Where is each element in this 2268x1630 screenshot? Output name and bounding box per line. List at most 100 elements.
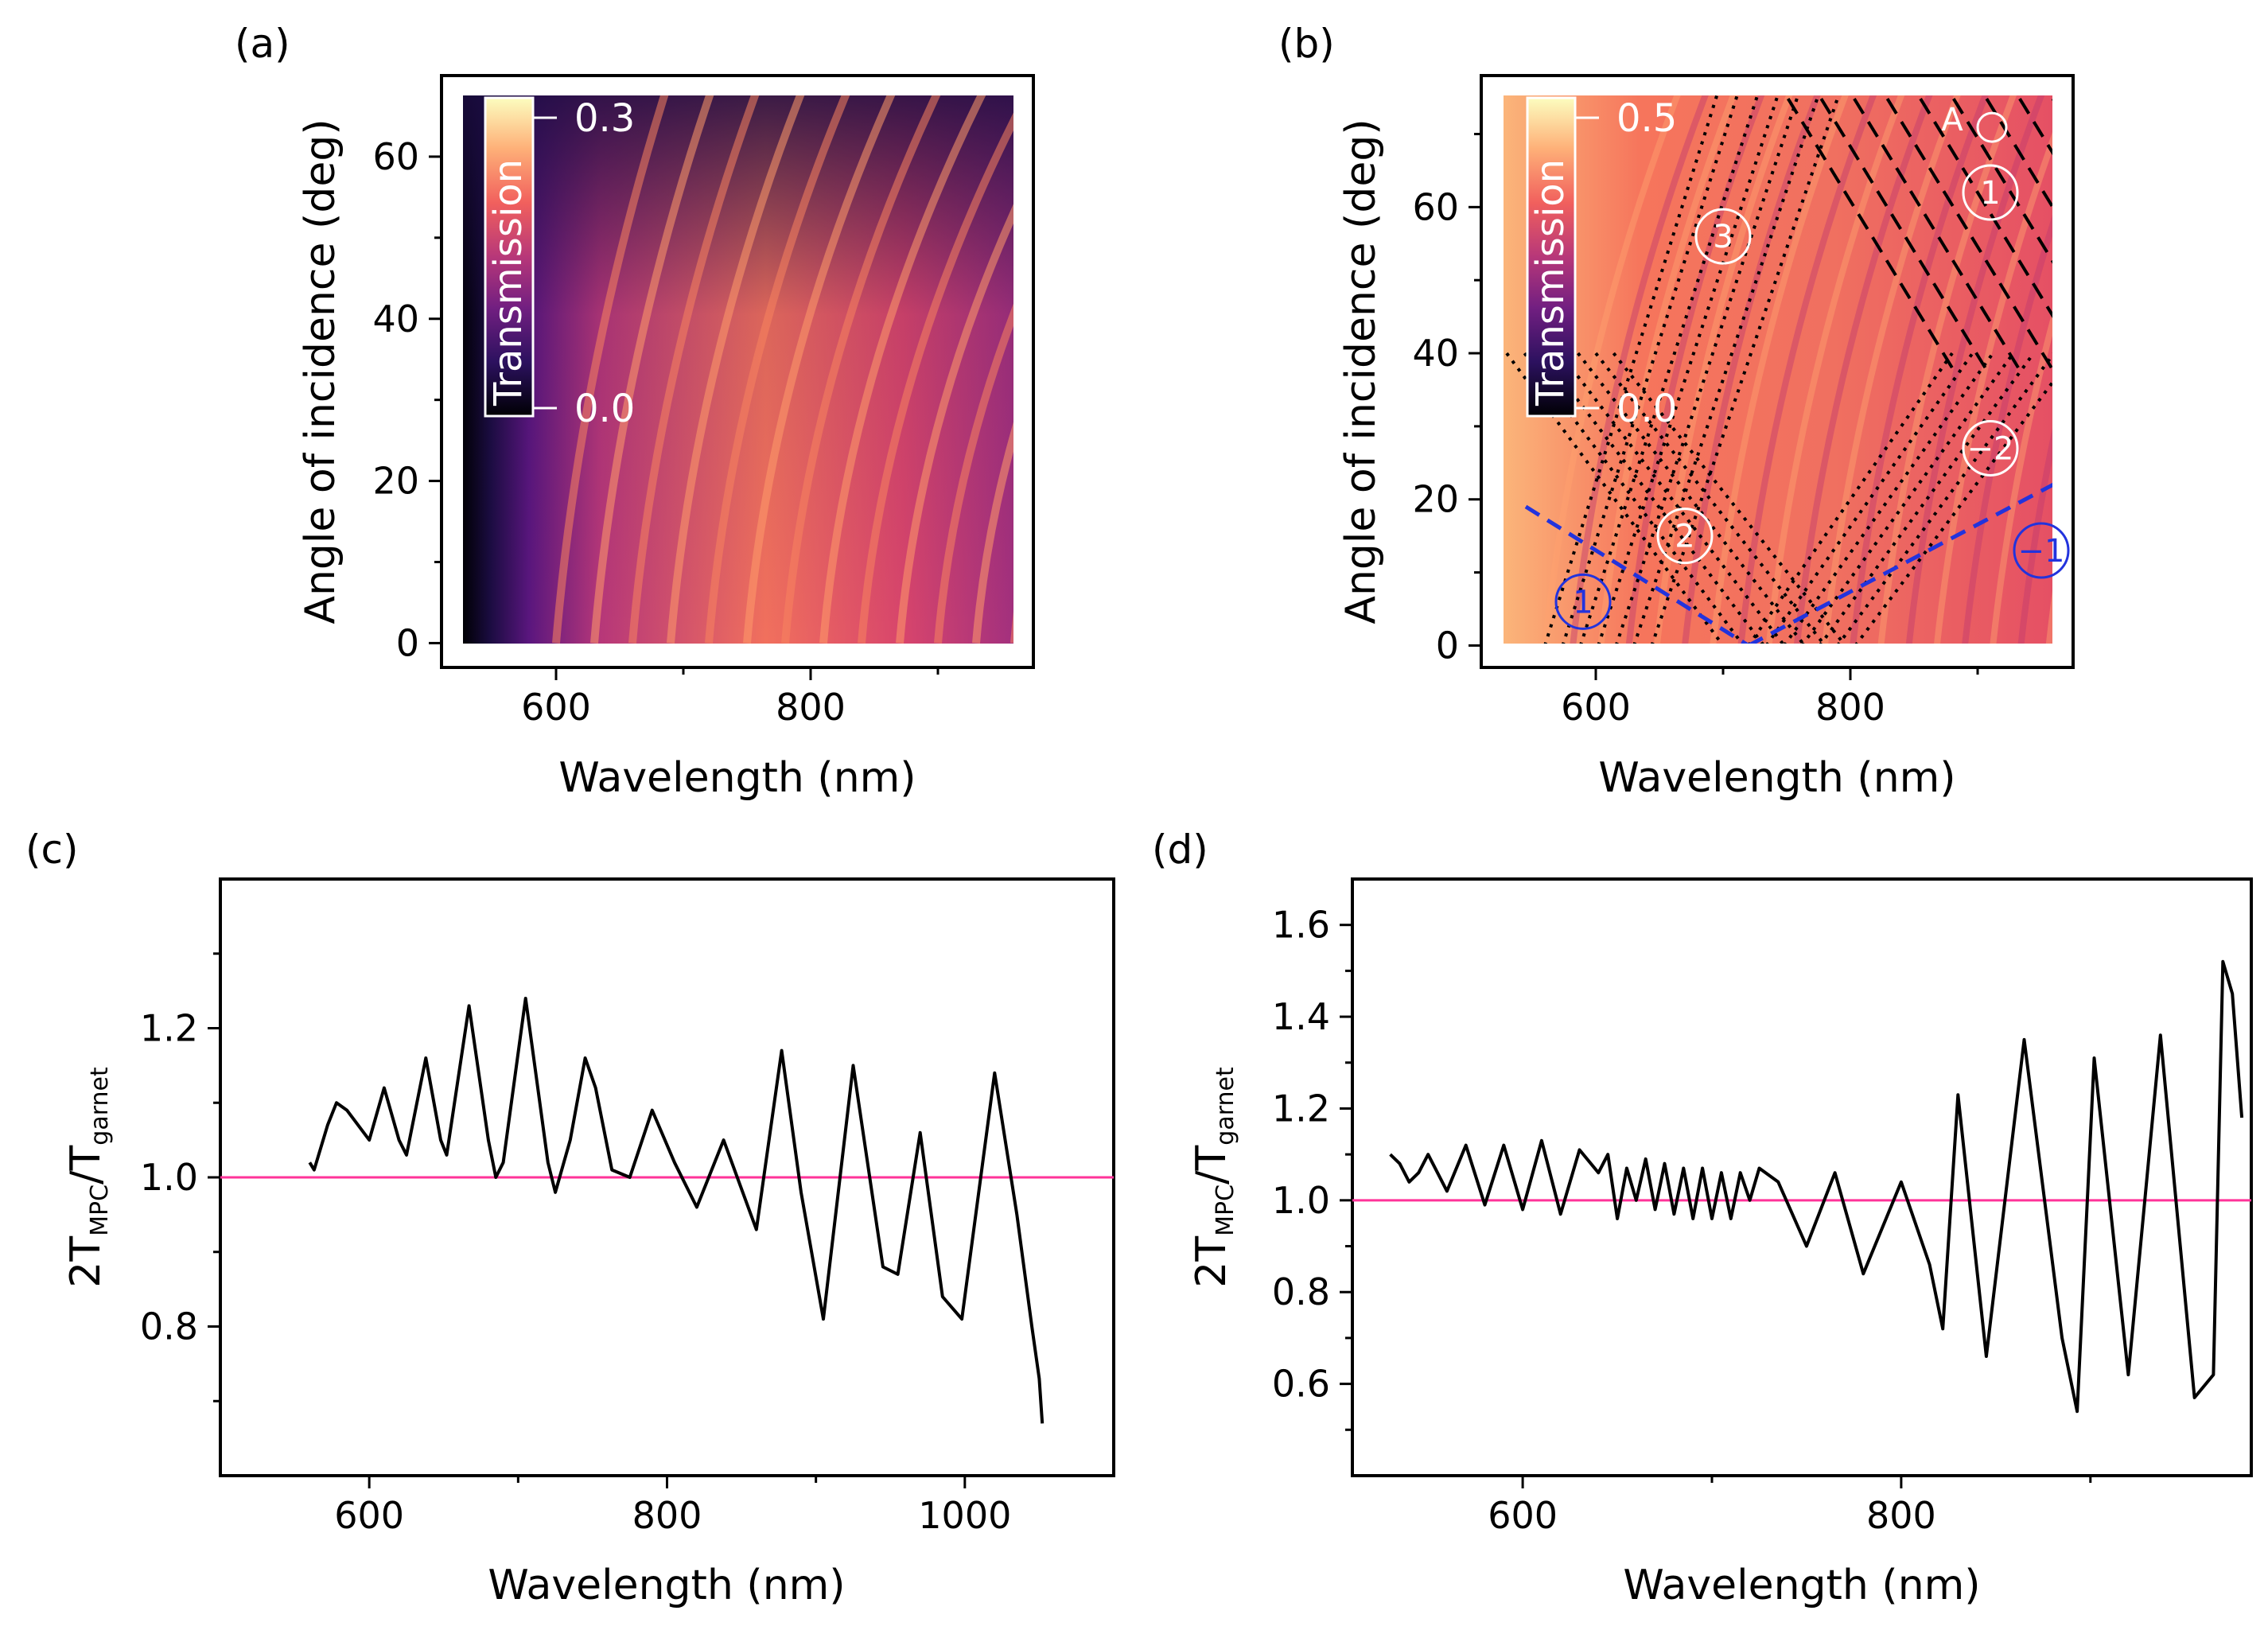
y-label-sub: garnet bbox=[1212, 1067, 1239, 1146]
dotted-mode-line bbox=[1748, 352, 1954, 644]
colorbar-max-label: 0.5 bbox=[1616, 96, 1677, 141]
y-label-part: /T bbox=[1188, 1145, 1235, 1185]
blue-dashed-line bbox=[1748, 482, 2052, 644]
x-axis-label: Wavelength (nm) bbox=[488, 1562, 845, 1609]
heatmap-stripe bbox=[2045, 590, 2052, 644]
y-tick-label: 60 bbox=[372, 135, 419, 178]
y-label-part: /T bbox=[62, 1145, 110, 1185]
x-axis-label: Wavelength (nm) bbox=[558, 754, 916, 802]
heatmap-stripes bbox=[552, 95, 1013, 644]
y-label-sub: MPC bbox=[86, 1185, 114, 1236]
plot-frame bbox=[1351, 877, 2253, 1477]
y-tick-label: 0 bbox=[1436, 624, 1459, 667]
heatmap-stripe bbox=[896, 204, 1013, 644]
panel-a: (a) Transmission 0.3 0.0 600 800 0 20 40 60 W… bbox=[235, 21, 1035, 802]
heatmap-stripe bbox=[705, 95, 850, 644]
y-tick-label: 0 bbox=[396, 621, 419, 664]
annotation-point-A bbox=[1976, 111, 2008, 143]
x-tick-label: 600 bbox=[521, 686, 591, 729]
heatmap-stripe bbox=[781, 95, 941, 644]
y-tick-label: 1.2 bbox=[140, 1007, 198, 1050]
y-tick-label: 40 bbox=[372, 298, 419, 340]
dotted-mode-line bbox=[1523, 352, 1745, 644]
dashed-mode-line bbox=[1850, 95, 2020, 369]
heatmap-stripe bbox=[819, 95, 986, 644]
colorbar bbox=[1526, 96, 1577, 418]
dashed-mode-line bbox=[2048, 95, 2052, 102]
x-tick-label: 600 bbox=[1561, 686, 1631, 729]
heatmap-stripe bbox=[1765, 95, 1905, 644]
y-label-sub: MPC bbox=[1212, 1185, 1239, 1236]
y-axis-label: 2TMPC/Tgarnet bbox=[1188, 1067, 1239, 1288]
y-label-part: 2T bbox=[62, 1236, 110, 1288]
dotted-mode-line bbox=[1765, 352, 1974, 644]
y-label-sub: garnet bbox=[86, 1067, 114, 1146]
dotted-mode-line bbox=[1784, 352, 1994, 644]
annotation-label: A bbox=[1941, 102, 1963, 138]
panel-label: (a) bbox=[235, 21, 290, 67]
heatmap-area bbox=[1504, 95, 2052, 644]
annotation-label: −2 bbox=[1967, 430, 2014, 467]
panel-label: (b) bbox=[1278, 21, 1335, 67]
annotation-label: 2 bbox=[1675, 519, 1694, 555]
colorbar-title: Transmission bbox=[1528, 159, 1573, 407]
y-axis-label: Angle of incidence (deg) bbox=[297, 119, 344, 624]
dashed-mode-line bbox=[1817, 95, 1987, 369]
y-tick-label: 1.0 bbox=[1272, 1179, 1330, 1222]
heatmap-stripe bbox=[1737, 95, 1877, 644]
y-tick-label: 20 bbox=[372, 460, 419, 503]
mode-annotations: A 1 3 −2 2 1 −1 bbox=[1554, 102, 2070, 630]
y-tick-label: 40 bbox=[1412, 332, 1459, 375]
heatmap-stripe bbox=[743, 95, 896, 644]
annotation-circle bbox=[1656, 508, 1714, 565]
annotation-label: 1 bbox=[1980, 175, 2000, 212]
heatmap-stripe bbox=[552, 95, 669, 644]
annotation-label: 3 bbox=[1713, 219, 1733, 255]
heatmap-stripe bbox=[667, 95, 805, 644]
y-tick-label: 60 bbox=[1412, 185, 1459, 228]
heatmap-stripe bbox=[1822, 95, 1961, 644]
heatmap-stripe bbox=[2077, 76, 2217, 645]
colorbar-min-label: 0.0 bbox=[1616, 387, 1677, 431]
series-line bbox=[1389, 959, 2244, 1414]
dotted-mode-line bbox=[1801, 352, 2015, 644]
x-axis-label: Wavelength (nm) bbox=[1598, 754, 1955, 802]
y-tick-label: 1.6 bbox=[1272, 904, 1330, 947]
colorbar-title: Transmission bbox=[486, 159, 531, 407]
plot-frame bbox=[1480, 74, 2075, 669]
y-tick-label: 0.8 bbox=[1272, 1270, 1330, 1313]
colorbar-max-label: 0.3 bbox=[574, 96, 635, 141]
dashed-mode-line bbox=[2016, 95, 2052, 156]
dotted-mode-line bbox=[1543, 95, 1719, 644]
axes: 600 800 0.6 0.8 1.0 1.2 1.4 1.6 bbox=[1272, 904, 2092, 1537]
blue-dashed-line bbox=[1524, 504, 1749, 644]
axes: 600 800 1000 0.8 1.0 1.2 bbox=[140, 952, 1011, 1537]
heatmap-shade bbox=[463, 95, 1013, 644]
axes: 600 800 0 20 40 60 bbox=[1412, 132, 1979, 729]
x-axis-label: Wavelength (nm) bbox=[1623, 1562, 1980, 1609]
dotted-mode-line bbox=[1558, 352, 1785, 644]
y-axis-label: 2TMPC/Tgarnet bbox=[62, 1067, 114, 1288]
x-tick-label: 1000 bbox=[918, 1494, 1011, 1537]
panel-d: (d) 600 800 0.6 0.8 1.0 1.2 1.4 1.6 Wavelength … bbox=[1152, 827, 2253, 1609]
dashed-mode-line bbox=[1883, 95, 2052, 369]
heatmap-stripe bbox=[628, 95, 760, 644]
blue-dashed-lines bbox=[1524, 482, 2052, 644]
panel-label: (d) bbox=[1152, 827, 1208, 873]
y-tick-label: 1.4 bbox=[1272, 995, 1330, 1038]
dotted-mode-line bbox=[1854, 379, 2052, 644]
x-tick-label: 800 bbox=[776, 686, 846, 729]
annotation-circle bbox=[1694, 208, 1752, 265]
panel-b: (b) Transmission 0.5 0.0 A13−221−1 600 80… bbox=[1278, 21, 2217, 802]
heatmap-stripe bbox=[1010, 611, 1013, 644]
dotted-mode-line bbox=[1541, 352, 1764, 644]
heatmap-stripe bbox=[1682, 95, 1821, 644]
annotation-label: −1 bbox=[2018, 533, 2065, 570]
dashed-mode-line bbox=[1916, 95, 2052, 318]
x-tick-label: 600 bbox=[1488, 1494, 1558, 1537]
plot-frame bbox=[440, 74, 1035, 669]
dotted-mode-line bbox=[1562, 95, 1739, 644]
heatmap-stripe bbox=[1570, 95, 1709, 644]
